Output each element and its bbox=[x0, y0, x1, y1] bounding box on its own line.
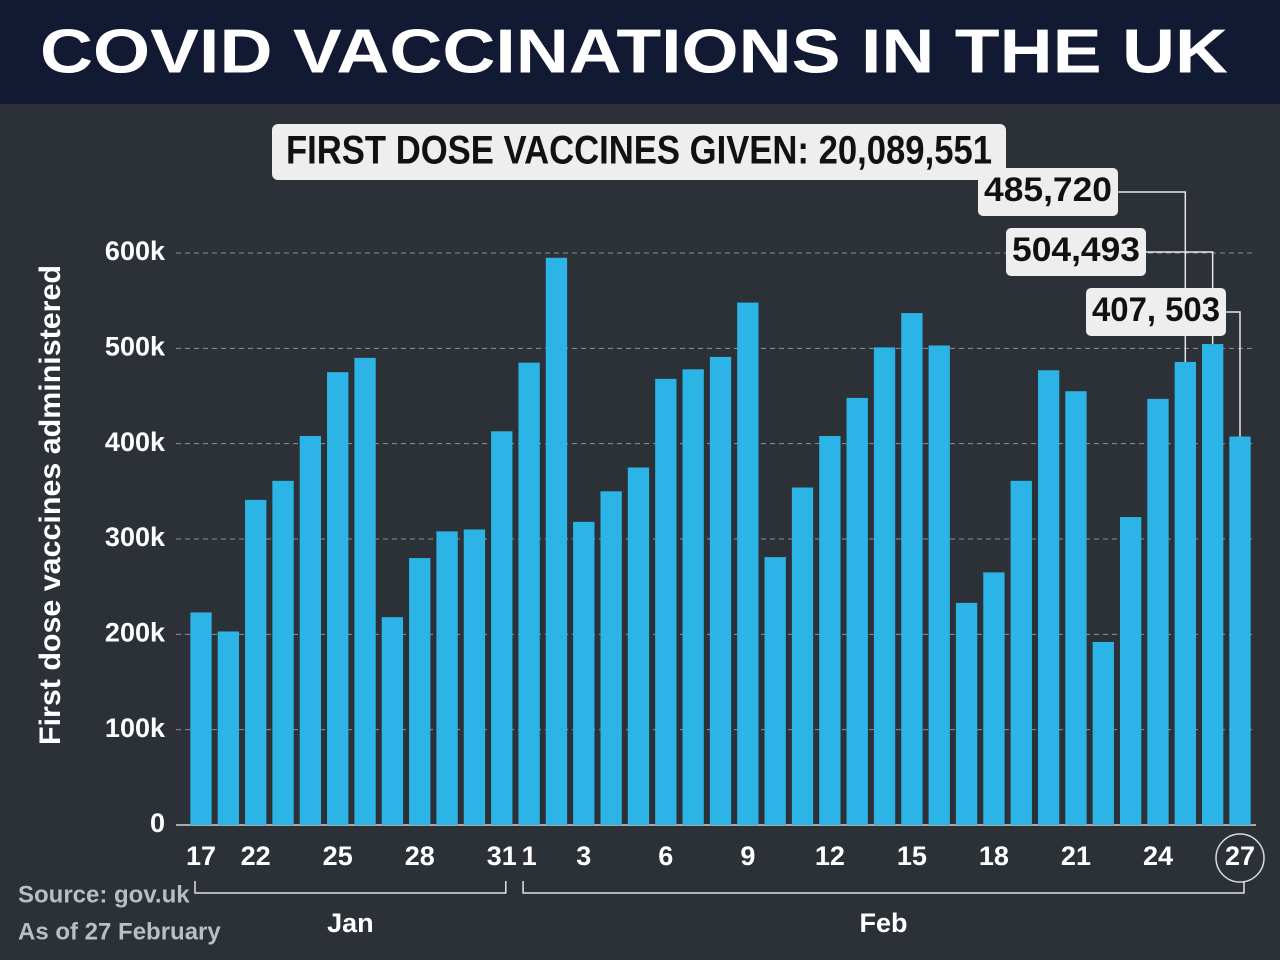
bar bbox=[709, 356, 732, 825]
x-tick-label: 9 bbox=[740, 841, 755, 871]
bar bbox=[217, 631, 240, 825]
bar bbox=[381, 617, 404, 825]
chart-title: COVID VACCINATIONS IN THE UK bbox=[40, 17, 1228, 86]
note: As of 27 February bbox=[18, 918, 221, 945]
bar bbox=[1119, 517, 1142, 825]
callout-box bbox=[1086, 288, 1226, 336]
x-tick-label: 27 bbox=[1225, 841, 1255, 871]
bar bbox=[491, 431, 513, 825]
bar bbox=[463, 529, 486, 825]
x-tick-label: 25 bbox=[323, 841, 353, 871]
bar bbox=[1010, 480, 1032, 825]
bar bbox=[518, 362, 540, 825]
bar bbox=[791, 487, 814, 825]
x-tick-label: 24 bbox=[1143, 841, 1173, 871]
bar bbox=[1037, 370, 1060, 825]
bar bbox=[655, 378, 677, 825]
source: Source: gov.uk bbox=[18, 881, 190, 908]
x-tick-label: 12 bbox=[815, 841, 845, 871]
bar bbox=[955, 602, 978, 825]
bar bbox=[737, 302, 759, 825]
group-bracket bbox=[194, 881, 507, 894]
y-tick-label: 300k bbox=[105, 522, 166, 552]
x-tick-label: 21 bbox=[1061, 841, 1091, 871]
x-tick-label: 28 bbox=[405, 841, 435, 871]
x-tick-label: 31 bbox=[487, 841, 517, 871]
bar bbox=[409, 558, 431, 825]
bar bbox=[873, 347, 896, 825]
callout-line bbox=[1118, 191, 1187, 362]
y-tick-label: 400k bbox=[105, 427, 166, 457]
bar bbox=[190, 612, 212, 825]
bar bbox=[327, 372, 349, 825]
y-tick-label: 600k bbox=[105, 236, 166, 266]
value-label: 407, 503 bbox=[1092, 291, 1220, 329]
bar bbox=[1174, 361, 1196, 825]
bar bbox=[1065, 391, 1087, 825]
bar bbox=[983, 572, 1005, 825]
bar bbox=[928, 345, 950, 825]
x-tick-label: 18 bbox=[979, 841, 1009, 871]
x-tick-label: 17 bbox=[186, 841, 216, 871]
bar bbox=[354, 357, 376, 825]
y-tick-label: 500k bbox=[105, 331, 166, 361]
x-tick-label: 22 bbox=[241, 841, 271, 871]
bar bbox=[682, 369, 704, 825]
bar bbox=[1229, 436, 1251, 825]
subtitle: FIRST DOSE VACCINES GIVEN: 20,089,551 bbox=[286, 129, 992, 173]
bar bbox=[436, 531, 458, 825]
y-tick-label: 100k bbox=[105, 713, 166, 743]
bar bbox=[1201, 344, 1224, 825]
callout-box bbox=[1006, 228, 1146, 276]
callout-box bbox=[978, 168, 1118, 216]
bar bbox=[600, 491, 622, 825]
bar bbox=[545, 257, 568, 825]
group-label: Jan bbox=[327, 908, 374, 938]
x-tick-label: 3 bbox=[576, 841, 591, 871]
bar bbox=[1092, 641, 1114, 825]
y-tick-label: 0 bbox=[150, 808, 165, 838]
y-tick-label: 200k bbox=[105, 617, 166, 647]
x-tick-label: 15 bbox=[897, 841, 927, 871]
bar bbox=[245, 499, 267, 825]
y-axis-label: First dose vaccines administered bbox=[34, 265, 67, 745]
bar bbox=[764, 557, 786, 825]
bar bbox=[299, 436, 322, 825]
callout-line bbox=[1226, 311, 1241, 437]
bar bbox=[573, 521, 595, 825]
subtitle-box bbox=[272, 124, 1006, 180]
bar bbox=[627, 467, 650, 825]
x-tick-label: 1 bbox=[522, 841, 537, 871]
last-label-ring bbox=[1215, 833, 1265, 883]
value-label: 504,493 bbox=[1012, 231, 1140, 269]
bar bbox=[901, 313, 923, 825]
group-bracket bbox=[522, 881, 1245, 894]
bar bbox=[272, 480, 294, 825]
value-label: 485,720 bbox=[984, 171, 1112, 209]
group-label: Feb bbox=[860, 908, 908, 938]
title-band bbox=[0, 0, 1280, 104]
bar bbox=[1147, 398, 1169, 825]
x-tick-label: 6 bbox=[658, 841, 673, 871]
bar bbox=[819, 436, 841, 825]
bar bbox=[846, 397, 868, 825]
